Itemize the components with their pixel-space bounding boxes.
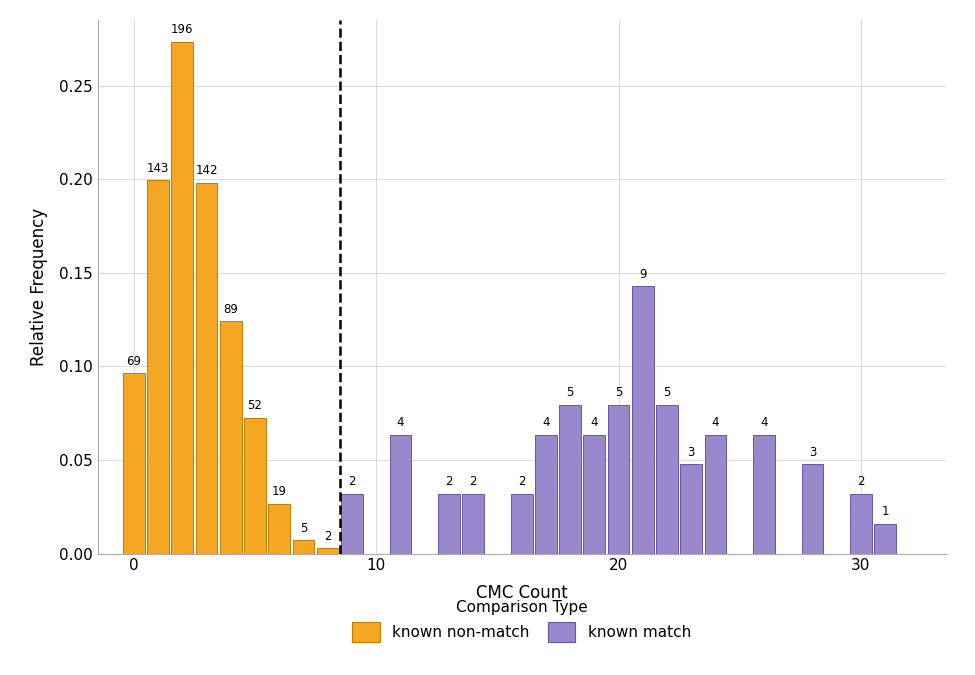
Bar	[438, 494, 460, 554]
Text: 2: 2	[324, 530, 332, 543]
Bar	[681, 464, 702, 554]
Bar	[390, 435, 411, 554]
Text: 4: 4	[760, 416, 767, 429]
Bar	[511, 494, 532, 554]
Text: 142: 142	[195, 164, 217, 178]
Bar	[147, 180, 169, 554]
Bar	[607, 405, 630, 554]
Text: 5: 5	[663, 386, 671, 400]
Bar	[292, 541, 314, 554]
Text: 4: 4	[591, 416, 598, 429]
Bar	[632, 286, 653, 554]
Bar	[244, 418, 266, 554]
Text: 143: 143	[147, 162, 170, 175]
Text: 2: 2	[857, 475, 865, 489]
X-axis label: CMC Count: CMC Count	[476, 585, 567, 603]
Text: 2: 2	[469, 475, 477, 489]
Bar	[753, 435, 775, 554]
Bar	[560, 405, 581, 554]
Text: 19: 19	[272, 485, 287, 498]
Text: 2: 2	[348, 475, 356, 489]
Bar	[172, 42, 193, 554]
Bar	[875, 524, 896, 554]
Bar	[801, 464, 823, 554]
Text: 196: 196	[171, 24, 194, 36]
Text: 4: 4	[397, 416, 405, 429]
Text: 5: 5	[566, 386, 573, 400]
Bar	[123, 373, 144, 554]
Text: 2: 2	[446, 475, 452, 489]
Bar	[268, 504, 291, 554]
Text: 3: 3	[809, 446, 816, 459]
Text: 2: 2	[518, 475, 526, 489]
Text: 3: 3	[687, 446, 695, 459]
Bar	[583, 435, 605, 554]
Legend: known non-match, known match: known non-match, known match	[352, 599, 691, 642]
Bar	[341, 494, 363, 554]
Bar	[220, 321, 242, 554]
Y-axis label: Relative Frequency: Relative Frequency	[30, 208, 48, 366]
Text: 5: 5	[615, 386, 622, 400]
Text: 69: 69	[127, 355, 141, 368]
Text: 9: 9	[639, 267, 646, 281]
Text: 4: 4	[542, 416, 550, 429]
Text: 52: 52	[248, 399, 262, 412]
Text: 5: 5	[300, 522, 307, 535]
Bar	[850, 494, 872, 554]
Text: 89: 89	[223, 302, 238, 316]
Bar	[196, 183, 217, 554]
Text: 4: 4	[712, 416, 720, 429]
Text: 1: 1	[881, 505, 889, 518]
Bar	[317, 548, 338, 554]
Bar	[705, 435, 726, 554]
Bar	[462, 494, 484, 554]
Bar	[535, 435, 557, 554]
Bar	[656, 405, 678, 554]
